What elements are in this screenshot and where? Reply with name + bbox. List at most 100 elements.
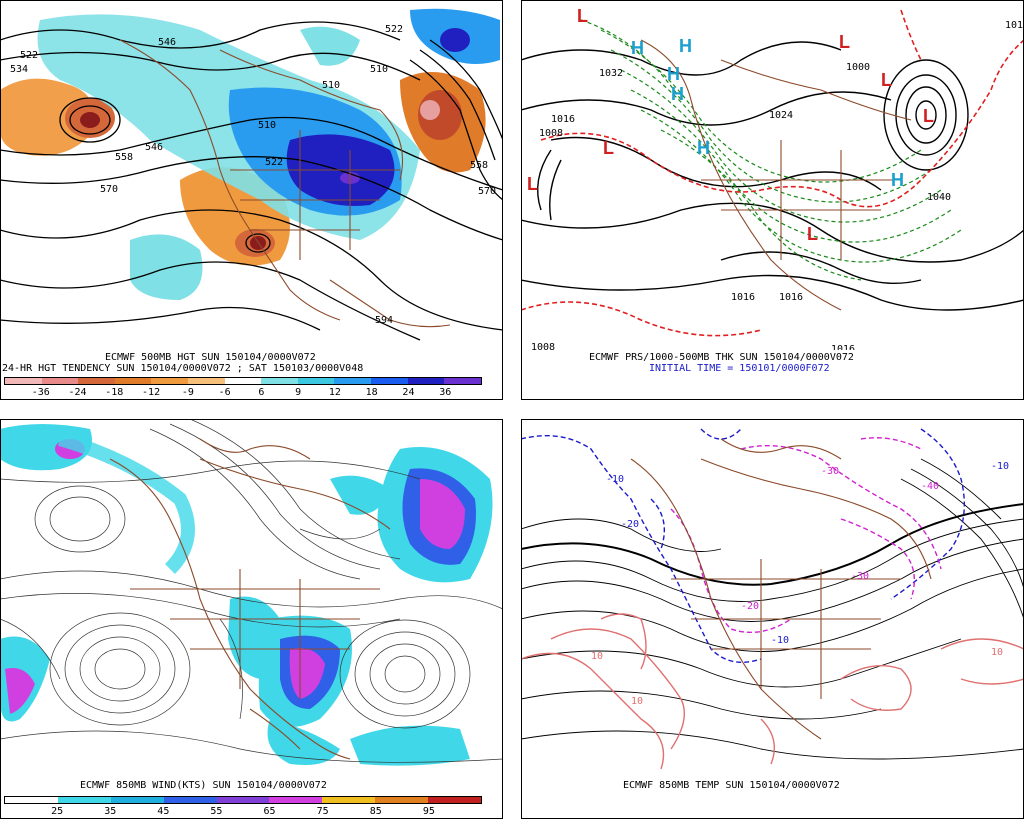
colorbar-swatch — [5, 797, 58, 803]
temp-label: -30 — [851, 571, 869, 582]
colorbar-tick-label: 36 — [439, 387, 452, 398]
low-marker: L — [923, 106, 934, 126]
contour-label: 522 — [20, 50, 38, 61]
colorbar-tick-label: 18 — [365, 387, 378, 398]
high-pressure-markers: H H H H H H — [631, 36, 904, 190]
high-marker: H — [697, 138, 710, 158]
temp-label: -10 — [991, 461, 1009, 472]
colorbar-tick-label: -36 — [31, 387, 50, 398]
colorbar-tick-label: 12 — [328, 387, 341, 398]
temp-label: -20 — [741, 601, 759, 612]
colorbar-tick-label: -18 — [105, 387, 124, 398]
contour-label: 546 — [158, 37, 176, 48]
colorbar-tick-label: 65 — [263, 806, 276, 817]
pressure-label: 1016 — [551, 114, 575, 125]
panel-title: ECMWF 850MB WIND(KTS) SUN 150104/0000V07… — [80, 780, 327, 791]
colorbar-swatch — [151, 378, 189, 384]
colorbar-tick-label: -9 — [181, 387, 194, 398]
colorbar-tick-label: 35 — [104, 806, 117, 817]
colorbar-swatch — [334, 378, 372, 384]
panel-subtitle: 24-HR HGT TENDENCY SUN 150104/0000V072 ;… — [2, 363, 364, 374]
contour-label: 522 — [385, 24, 403, 35]
temp-label: -40 — [921, 481, 939, 492]
pressure-label: 1032 — [599, 68, 623, 79]
temp-label: 10 — [591, 651, 603, 662]
panel-title: ECMWF 500MB HGT SUN 150104/0000V072 — [105, 352, 316, 363]
colorbar-ticks: 25 35 45 55 65 75 85 95 — [4, 806, 482, 818]
panel-title: ECMWF 850MB TEMP SUN 150104/0000V072 — [623, 780, 840, 791]
colorbar-swatch — [41, 378, 79, 384]
colorbar-swatch — [375, 797, 429, 803]
contour-label: 558 — [115, 152, 133, 163]
colorbar-swatch — [57, 797, 111, 803]
pressure-label: 1040 — [927, 192, 951, 203]
colorbar-tick-label: 25 — [51, 806, 64, 817]
low-marker: L — [577, 6, 588, 26]
contour-labels: 546 534 522 510 558 546 510 522 570 570 … — [10, 24, 496, 326]
panel-title: ECMWF PRS/1000-500MB THK SUN 150104/0000… — [589, 352, 854, 363]
pressure-label: 1016 — [731, 292, 755, 303]
high-marker: H — [679, 36, 692, 56]
temp-label: -10 — [606, 474, 624, 485]
contour-label: 522 — [265, 157, 283, 168]
low-marker: L — [527, 174, 538, 194]
colorbar-swatch — [297, 378, 335, 384]
temp-label: -10 — [771, 635, 789, 646]
temp-label: 10 — [991, 647, 1003, 658]
low-marker: L — [807, 224, 818, 244]
colorbar-swatch — [261, 378, 298, 384]
colorbar-tick-label: 95 — [422, 806, 435, 817]
colorbar-swatch — [188, 378, 225, 384]
colorbar-tick-label: 6 — [258, 387, 265, 398]
colorbar-swatch — [110, 797, 164, 803]
colorbar-swatch — [216, 797, 270, 803]
map-850mb-temp: -10 -20 -30 -40 -10 -10 -30 -20 10 10 10 — [521, 419, 1024, 777]
colorbar-swatch — [78, 378, 115, 384]
contour-label: 570 — [478, 186, 496, 197]
temp-label: -20 — [621, 519, 639, 530]
colorbar-height-tendency — [4, 377, 482, 385]
initial-time: INITIAL TIME = 150101/0000F072 — [649, 363, 830, 374]
temperature-labels: -10 -20 -30 -40 -10 -10 -30 -20 10 10 10 — [591, 461, 1009, 707]
pressure-label: 1008 — [531, 342, 555, 350]
low-marker: L — [881, 70, 892, 90]
colorbar-swatch — [5, 378, 42, 384]
map-mslp-thickness: 1016 1032 1008 1024 1040 1016 1016 1008 … — [521, 0, 1024, 350]
colorbar-swatch — [444, 378, 481, 384]
panel-mslp-thickness: 1016 1032 1008 1024 1040 1016 1016 1008 … — [521, 0, 1024, 400]
colorbar-tick-label: -12 — [142, 387, 161, 398]
contour-label: 510 — [322, 80, 340, 91]
low-marker: L — [839, 32, 850, 52]
colorbar-swatch — [322, 797, 376, 803]
pressure-label: 1016 — [831, 344, 855, 350]
colorbar-swatch — [163, 797, 217, 803]
contour-label: 546 — [145, 142, 163, 153]
pressure-labels: 1016 1032 1008 1024 1040 1016 1016 1008 … — [531, 20, 1024, 350]
colorbar-tick-label: 85 — [369, 806, 382, 817]
colorbar-tick-label: 24 — [402, 387, 415, 398]
map-850mb-wind — [0, 419, 503, 777]
low-pressure-markers: L L L L L L L — [527, 6, 934, 244]
colorbar-tick-label: 45 — [157, 806, 170, 817]
high-marker: H — [631, 38, 644, 58]
pressure-label: 1008 — [539, 128, 563, 139]
panel-850mb-wind: ECMWF 850MB WIND(KTS) SUN 150104/0000V07… — [0, 419, 503, 819]
map-500mb-height: 546 534 522 510 558 546 510 522 570 570 … — [0, 0, 503, 350]
colorbar-swatch — [224, 378, 262, 384]
temp-label: 10 — [631, 696, 643, 707]
high-marker: H — [671, 84, 684, 104]
colorbar-tick-label: 55 — [210, 806, 223, 817]
contour-label: 510 — [370, 64, 388, 75]
contour-label: 534 — [10, 64, 28, 75]
low-marker: L — [603, 138, 614, 158]
pressure-label: 1016 — [1005, 20, 1024, 31]
panel-500mb-height: 546 534 522 510 558 546 510 522 570 570 … — [0, 0, 503, 400]
colorbar-tick-label: 75 — [316, 806, 329, 817]
contour-label: 594 — [375, 315, 393, 326]
pressure-label: 1024 — [769, 110, 793, 121]
colorbar-ticks: -36 -24 -18 -12 -9 -6 6 9 12 18 24 36 — [4, 387, 482, 399]
high-marker: H — [667, 64, 680, 84]
colorbar-swatch — [428, 797, 482, 803]
colorbar-tick-label: 9 — [295, 387, 302, 398]
colorbar-tick-label: -6 — [218, 387, 231, 398]
